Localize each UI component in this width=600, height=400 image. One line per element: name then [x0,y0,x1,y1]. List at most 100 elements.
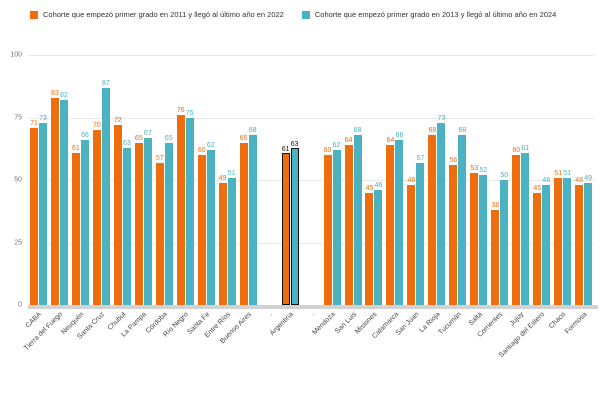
x-tick-label: Jujuy [509,311,526,328]
bar[interactable]: 70 [92,122,101,305]
bar-value-label: 75 [185,109,194,117]
bar[interactable]: 61 [281,146,290,305]
bar[interactable]: 75 [185,110,194,305]
bar[interactable]: 60 [512,147,521,305]
bar[interactable]: 73 [38,115,47,305]
bar[interactable]: 66 [80,132,89,305]
bar-value-label: 73 [437,114,446,122]
bar-value-label: 48 [407,177,416,184]
bar[interactable]: 50 [500,172,509,305]
bar-group: 72 63 [112,55,133,305]
legend-label: Cohorte que empezó primer grado en 2011 … [43,10,284,19]
bar-value-label: 51 [227,169,236,177]
bar[interactable]: 68 [353,127,362,305]
bar[interactable]: 67 [143,130,152,305]
bar-value-label: 45 [533,184,542,192]
bar-group: 45 48 [531,55,552,305]
bar[interactable]: 72 [113,117,122,305]
bar-value-label: 73 [39,114,47,122]
bar[interactable]: 68 [248,127,257,305]
y-axis-labels: 0 25 50 75 100 [0,52,24,309]
legend-swatch [301,10,310,19]
bar[interactable]: 63 [122,140,131,305]
bar-value-label: 38 [491,202,500,209]
bar[interactable]: 45 [533,185,542,305]
bar-group: 76 75 [175,55,196,305]
bar[interactable]: 48 [575,177,584,305]
gridline [28,117,594,119]
x-tick-label: Formosa [563,311,589,336]
bar-group: 38 50 [489,55,510,305]
legend-item-cohort-2013[interactable]: Cohorte que empezó primer grado en 2013 … [301,10,557,19]
bar[interactable]: 45 [365,185,374,305]
bar-value-label: 45 [365,184,374,192]
bar[interactable]: 51 [554,170,563,305]
bar-group: 65 67 [133,55,154,305]
bar-value-label: 65 [164,134,173,142]
bar[interactable]: 52 [479,167,488,305]
bar[interactable]: 57 [416,155,425,305]
bar-value-label: 49 [218,174,227,182]
bar-value-label: 71 [30,119,38,127]
bar-value-label: 48 [542,177,551,184]
y-tick-label: 50 [14,176,22,184]
legend-item-cohort-2011[interactable]: Cohorte que empezó primer grado en 2011 … [30,10,284,19]
chart-legend: Cohorte que empezó primer grado en 2011 … [30,10,556,19]
bar[interactable]: 82 [59,92,68,305]
bar-group: 60 61 [510,55,531,305]
bar[interactable]: 38 [491,202,500,305]
bar-group: 56 68 [447,55,468,305]
bar-value-label: 70 [92,122,101,129]
x-tick-label: . [309,311,316,318]
bar[interactable]: 62 [206,142,215,305]
bar-group: 60 62 [322,55,343,305]
bar[interactable]: 87 [101,80,110,305]
bar[interactable]: 65 [164,135,173,305]
bar[interactable]: 61 [71,145,80,305]
bar-group: 53 52 [468,55,489,305]
x-axis-labels: CABA Tierra del Fuego Neuquén Santa Cruz Chu… [23,311,594,391]
bar-value-label: 64 [386,137,395,144]
bar[interactable]: 51 [563,170,572,305]
bar-value-label: 66 [395,132,404,139]
bar[interactable]: 64 [344,137,353,305]
bar[interactable]: 56 [449,157,458,305]
bar[interactable]: 49 [584,175,593,305]
bar[interactable]: 63 [290,141,299,305]
bar-value-label: 57 [416,154,425,162]
bar[interactable]: 65 [239,135,248,305]
bar[interactable]: 60 [197,147,206,305]
bar[interactable]: 83 [50,90,59,305]
bar[interactable]: 64 [386,137,395,305]
bar[interactable]: 61 [521,145,530,305]
bar[interactable]: 46 [374,182,383,305]
gridline [28,55,594,56]
legend-label: Cohorte que empezó primer grado en 2013 … [314,10,557,19]
bar[interactable]: 60 [323,147,332,305]
bar-group [301,55,322,305]
bar[interactable]: 48 [542,177,551,305]
y-tick-label: 75 [14,114,22,121]
bar[interactable]: 49 [218,175,227,305]
bar-value-label: 61 [281,145,290,153]
bar[interactable]: 71 [29,120,38,305]
bar-group [259,55,280,305]
bar[interactable]: 48 [407,177,416,305]
bar[interactable]: 51 [227,170,236,305]
x-tick-label: CABA [25,311,44,330]
bar[interactable]: 57 [155,155,164,305]
bar-value-label: 56 [449,157,458,164]
bar[interactable]: 68 [428,127,437,305]
bar[interactable]: 53 [470,165,479,305]
bar-value-label: 62 [206,142,215,149]
bar-value-label: 51 [554,169,563,177]
bar[interactable]: 66 [395,132,404,305]
bar-value-label: 76 [176,107,185,114]
bar[interactable]: 68 [458,127,467,305]
bar[interactable]: 73 [437,115,446,305]
bar[interactable]: 62 [332,142,341,305]
bar[interactable]: 65 [134,135,143,305]
bar[interactable]: 76 [176,107,185,305]
bar-value-label: 61 [72,144,80,152]
